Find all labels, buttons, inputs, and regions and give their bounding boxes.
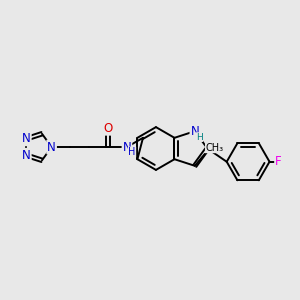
- Text: O: O: [103, 122, 113, 135]
- Text: N: N: [47, 140, 56, 154]
- Text: N: N: [123, 140, 131, 154]
- Text: N: N: [190, 125, 199, 138]
- Text: F: F: [275, 155, 282, 168]
- Text: N: N: [22, 132, 31, 145]
- Text: CH₃: CH₃: [206, 143, 224, 153]
- Text: H: H: [128, 147, 136, 157]
- Text: H: H: [196, 133, 203, 142]
- Text: N: N: [22, 149, 31, 162]
